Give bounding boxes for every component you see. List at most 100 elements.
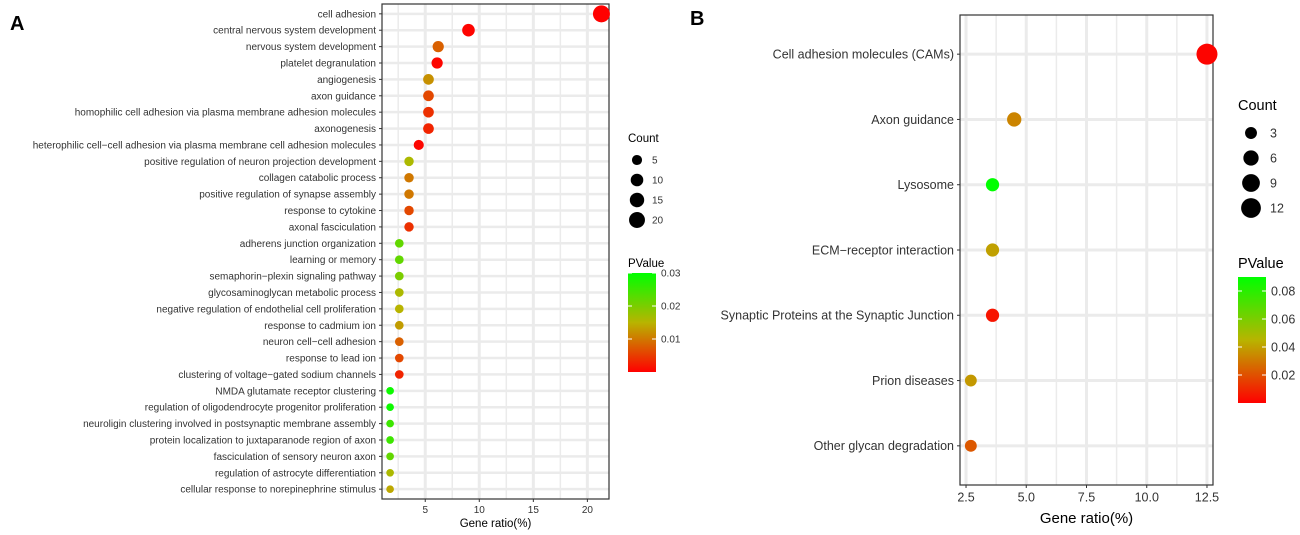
category-label: neuron cell−cell adhesion — [263, 337, 376, 348]
category-label: learning or memory — [290, 255, 376, 266]
size-legend-key — [629, 192, 645, 208]
data-point — [404, 189, 414, 199]
color-legend-label: 0.08 — [1271, 284, 1295, 298]
data-point — [404, 222, 414, 232]
x-tick-label: 10.0 — [1135, 491, 1159, 505]
size-legend-key — [1242, 174, 1260, 192]
category-label: Prion diseases — [872, 374, 954, 388]
color-legend-title: PValue — [628, 258, 664, 270]
size-legend-label: 10 — [652, 176, 664, 187]
size-legend-title: Count — [628, 133, 659, 145]
x-tick-label: 15 — [528, 505, 540, 516]
category-label: response to cytokine — [284, 206, 376, 217]
x-tick-label: 5 — [422, 505, 428, 516]
category-label: regulation of astrocyte differentiation — [215, 468, 376, 479]
category-label: axonal fasciculation — [289, 222, 376, 233]
data-point — [985, 308, 1000, 322]
category-label: positive regulation of synapse assembly — [199, 190, 376, 201]
category-label: response to lead ion — [286, 354, 376, 365]
data-point — [404, 205, 414, 216]
data-point — [985, 178, 1000, 192]
chart-a: cell adhesion central nervous system deve… — [33, 3, 681, 530]
data-point — [964, 439, 977, 452]
data-point — [394, 238, 404, 248]
category-label: regulation of oligodendrocyte progenitor… — [145, 403, 376, 414]
data-point — [592, 5, 610, 23]
category-label: axon guidance — [311, 91, 376, 102]
category-label: homophilic cell adhesion via plasma memb… — [75, 108, 376, 119]
data-point — [386, 485, 394, 493]
category-label: central nervous system development — [213, 26, 376, 37]
data-point — [423, 90, 434, 102]
x-axis-label: Gene ratio(%) — [1040, 510, 1133, 527]
data-point — [386, 403, 394, 412]
x-axis-label: Gene ratio(%) — [460, 518, 532, 530]
data-point — [386, 468, 394, 477]
data-point — [1007, 112, 1022, 127]
data-point — [394, 255, 404, 265]
size-legend-label: 12 — [1270, 201, 1284, 215]
data-point — [394, 337, 404, 346]
size-legend-label: 9 — [1270, 176, 1277, 190]
category-label: platelet degranulation — [280, 59, 376, 70]
category-label: NMDA glutamate receptor clustering — [215, 386, 376, 397]
category-label: ECM−receptor interaction — [812, 243, 954, 257]
chart-b: Cell adhesion molecules (CAMs) Axon guida… — [721, 14, 1295, 527]
x-tick-label: 10 — [474, 505, 486, 516]
category-label: positive regulation of neuron projection… — [144, 157, 376, 168]
panel-letter-b: B — [690, 8, 704, 30]
data-point — [432, 41, 444, 53]
color-legend-label: 0.01 — [661, 335, 681, 346]
size-legend-key — [629, 212, 645, 228]
data-point — [423, 123, 434, 134]
data-point — [404, 173, 414, 183]
data-point — [964, 374, 977, 387]
color-legend-label: 0.02 — [661, 302, 681, 313]
panel-letter-a: A — [10, 13, 24, 35]
category-label: negative regulation of endothelial cell … — [156, 304, 376, 315]
size-legend-label: 15 — [652, 196, 664, 207]
category-label: Synaptic Proteins at the Synaptic Juncti… — [721, 309, 955, 323]
category-label: semaphorin−plexin signaling pathway — [210, 272, 377, 283]
size-legend-key — [631, 154, 643, 166]
category-label: protein localization to juxtaparanode re… — [150, 435, 376, 446]
size-legend-title: Count — [1238, 98, 1277, 114]
color-legend-label: 0.06 — [1271, 312, 1295, 326]
size-legend-label: 6 — [1270, 151, 1277, 165]
data-point — [1196, 43, 1218, 65]
size-legend-key — [1241, 198, 1261, 218]
category-label: cell adhesion — [318, 9, 376, 20]
data-point — [386, 386, 394, 395]
category-label: fasciculation of sensory neuron axon — [214, 452, 376, 463]
data-point — [394, 353, 404, 363]
data-point — [423, 74, 434, 85]
size-legend-label: 3 — [1270, 126, 1277, 140]
size-legend-key — [630, 173, 644, 187]
category-label: cellular response to norepinephrine stim… — [180, 485, 376, 496]
data-point — [394, 288, 404, 297]
color-legend-label: 0.04 — [1271, 340, 1295, 354]
x-tick-label: 5.0 — [1018, 491, 1035, 505]
color-legend-bar — [628, 273, 656, 372]
data-point — [386, 436, 394, 444]
category-label: neuroligin clustering involved in postsy… — [83, 419, 376, 430]
x-tick-label: 2.5 — [957, 491, 974, 505]
color-legend-label: 0.03 — [661, 269, 681, 280]
category-label: Lysosome — [897, 178, 954, 192]
data-point — [423, 106, 434, 118]
category-label: response to cadmium ion — [264, 321, 376, 332]
x-tick-label: 12.5 — [1195, 491, 1219, 505]
size-legend-label: 20 — [652, 216, 664, 227]
category-label: clustering of voltage−gated sodium chann… — [178, 370, 376, 381]
data-point — [462, 23, 475, 37]
category-label: nervous system development — [246, 42, 376, 53]
category-label: glycosaminoglycan metabolic process — [208, 288, 376, 299]
category-label: Other glycan degradation — [814, 439, 954, 453]
category-label: heterophilic cell−cell adhesion via plas… — [33, 140, 376, 151]
data-point — [394, 320, 404, 330]
data-point — [394, 271, 404, 281]
plot-border — [381, 3, 610, 500]
category-label: angiogenesis — [317, 75, 376, 86]
data-point — [404, 156, 414, 167]
